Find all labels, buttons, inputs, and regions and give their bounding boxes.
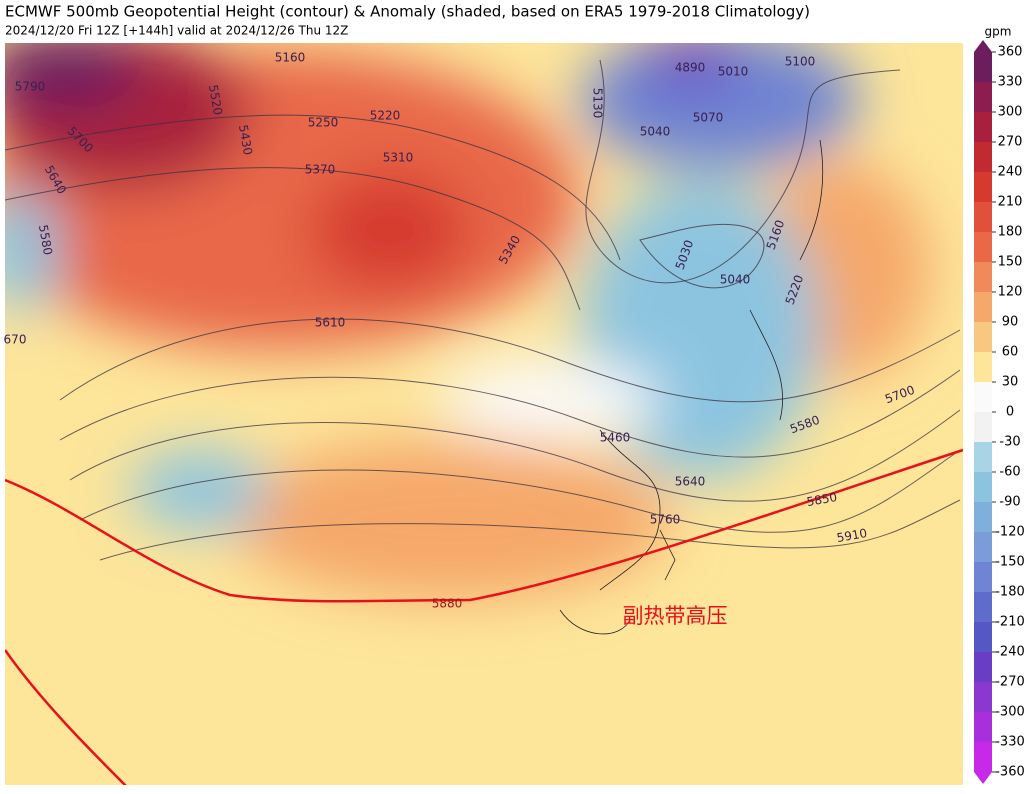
contour-label: 5010 <box>718 65 749 79</box>
colorbar-unit: gpm <box>985 25 1012 39</box>
colorbar-tick-label: 300 <box>998 105 1023 120</box>
colorbar-tick-label: 30 <box>1002 375 1019 390</box>
contour-label: 5040 <box>720 273 751 287</box>
colorbar-band <box>974 562 992 592</box>
map <box>5 43 963 785</box>
colorbar-tick-label: 120 <box>998 285 1023 300</box>
contour-label: 5310 <box>383 151 414 165</box>
colorbar-tick-label: -300 <box>995 705 1025 720</box>
colorbar-band <box>974 382 992 412</box>
colorbar-band <box>974 292 992 322</box>
colorbar: 3603303002702402101801501209060300-30-60… <box>974 40 1025 784</box>
colorbar-band <box>974 232 992 262</box>
colorbar-band <box>974 352 992 382</box>
colorbar-tick-label: 210 <box>998 195 1023 210</box>
contour-label: 5460 <box>600 431 631 445</box>
colorbar-band <box>974 712 992 742</box>
colorbar-band <box>974 532 992 562</box>
colorbar-tick-label: -90 <box>999 495 1020 510</box>
colorbar-band <box>974 652 992 682</box>
colorbar-band <box>974 112 992 142</box>
contour-label: 5760 <box>650 513 681 527</box>
colorbar-tick-label: -360 <box>995 765 1025 780</box>
colorbar-band <box>974 472 992 502</box>
contour-label: 5880 <box>432 597 463 611</box>
subtitle: 2024/12/20 Fri 12Z [+144h] valid at 2024… <box>5 24 348 38</box>
contour-label: 4890 <box>675 61 706 75</box>
colorbar-tick-label: 90 <box>1002 315 1019 330</box>
colorbar-tick-label: -150 <box>995 555 1025 570</box>
subtropical-high-contour <box>5 448 963 603</box>
contour-label: 5430 <box>236 124 255 157</box>
contour-label: 5850 <box>806 490 839 509</box>
colorbar-tick-label: 360 <box>998 45 1023 60</box>
contour-label: 5160 <box>275 51 306 65</box>
contour-label: 5370 <box>305 163 336 177</box>
colorbar-tick-label: -60 <box>999 465 1020 480</box>
colorbar-band <box>974 142 992 172</box>
contour-label: 5130 <box>591 88 605 119</box>
contour-label: 5790 <box>15 80 46 94</box>
contour-label: 5520 <box>206 84 225 117</box>
colorbar-tick-label: -180 <box>995 585 1025 600</box>
colorbar-band <box>974 622 992 652</box>
colorbar-band <box>974 592 992 622</box>
colorbar-tick-label: 240 <box>998 165 1023 180</box>
colorbar-band <box>974 682 992 712</box>
contour-label: 5910 <box>836 526 869 545</box>
colorbar-band <box>974 442 992 472</box>
colorbar-band <box>974 262 992 292</box>
title: ECMWF 500mb Geopotential Height (contour… <box>5 3 810 21</box>
colorbar-bottom <box>974 772 992 784</box>
annotation: 副热带高压 <box>623 604 728 628</box>
contour-label: 5070 <box>693 111 724 125</box>
colorbar-band <box>974 202 992 232</box>
colorbar-tick-label: 150 <box>998 255 1023 270</box>
contour-label: 5040 <box>640 125 671 139</box>
colorbar-band <box>974 52 992 82</box>
colorbar-band <box>974 172 992 202</box>
contour <box>5 649 127 785</box>
colorbar-tick-label: 60 <box>1002 345 1019 360</box>
colorbar-tick-label: 330 <box>998 75 1023 90</box>
colorbar-band <box>974 82 992 112</box>
contour-label: 5640 <box>675 475 706 489</box>
colorbar-top <box>974 40 992 52</box>
colorbar-tick-label: 270 <box>998 135 1023 150</box>
contour-label: 5220 <box>370 109 401 123</box>
contour-label: 5250 <box>308 116 339 130</box>
colorbar-tick-label: 180 <box>998 225 1023 240</box>
contour-label: 5610 <box>315 316 346 330</box>
colorbar-tick-label: -120 <box>995 525 1025 540</box>
colorbar-band <box>974 502 992 532</box>
colorbar-tick-label: -330 <box>995 735 1025 750</box>
colorbar-band <box>974 742 992 772</box>
contour-label: 5100 <box>785 55 816 69</box>
colorbar-tick-label: -240 <box>995 645 1025 660</box>
contour-label: 5580 <box>36 224 55 257</box>
colorbar-tick-label: -270 <box>995 675 1025 690</box>
colorbar-band <box>974 412 992 442</box>
colorbar-tick-label: 0 <box>1006 405 1014 420</box>
colorbar-tick-label: -210 <box>995 615 1025 630</box>
colorbar-tick-label: -30 <box>999 435 1020 450</box>
colorbar-band <box>974 322 992 352</box>
contour-label: 670 <box>4 333 27 347</box>
